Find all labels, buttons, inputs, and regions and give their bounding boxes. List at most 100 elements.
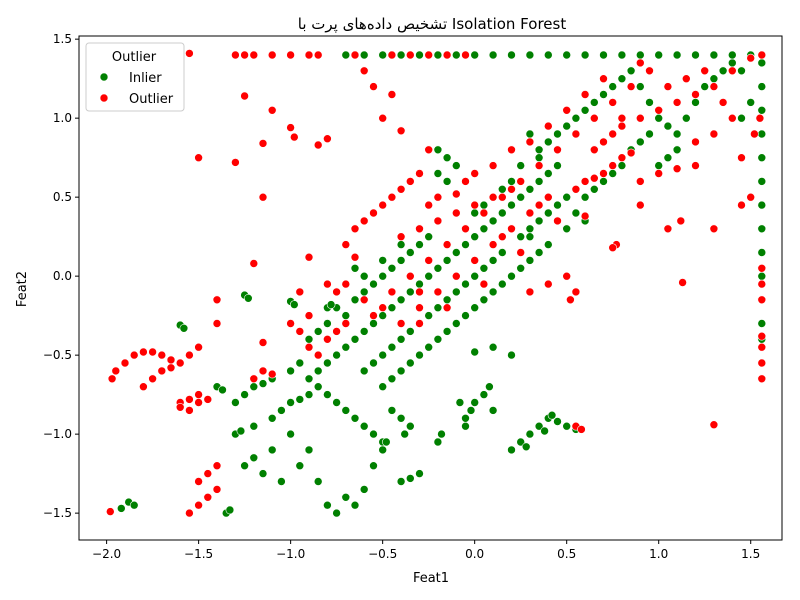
inlier-point xyxy=(562,121,572,131)
inlier-point xyxy=(424,271,434,281)
outlier-point xyxy=(424,50,434,60)
outlier-point xyxy=(718,98,728,107)
inlier-point xyxy=(617,50,627,60)
inlier-point xyxy=(437,429,446,439)
inlier-point xyxy=(387,303,397,313)
outlier-point xyxy=(709,224,719,234)
outlier-point xyxy=(231,50,240,60)
inlier-point xyxy=(332,350,341,360)
outlier-point xyxy=(543,121,553,131)
inlier-point xyxy=(286,366,295,376)
inlier-point xyxy=(396,477,406,486)
outlier-point xyxy=(249,259,259,268)
outlier-point xyxy=(378,200,388,210)
y-tick-label: 1.0 xyxy=(53,111,72,125)
outlier-point xyxy=(663,224,673,234)
outlier-point xyxy=(599,74,608,83)
inlier-point xyxy=(295,461,305,471)
inlier-point xyxy=(378,50,388,60)
inlier-point xyxy=(691,50,700,60)
outlier-point xyxy=(580,177,590,186)
inlier-point xyxy=(543,137,553,147)
inlier-point xyxy=(341,492,351,502)
inlier-point xyxy=(433,145,443,155)
inlier-point xyxy=(396,295,406,305)
inlier-point xyxy=(553,417,562,426)
inlier-point xyxy=(727,50,737,60)
inlier-point xyxy=(323,319,332,328)
inlier-point xyxy=(746,98,756,107)
outlier-point xyxy=(212,319,222,328)
outlier-point xyxy=(304,50,314,60)
outlier-point xyxy=(378,303,388,313)
outlier-point xyxy=(709,129,719,139)
inlier-point xyxy=(341,311,351,320)
outlier-point xyxy=(755,113,765,123)
outlier-point xyxy=(359,295,369,305)
outlier-point xyxy=(525,137,535,147)
inlier-point xyxy=(470,50,480,60)
inlier-point xyxy=(488,216,498,226)
inlier-point xyxy=(488,50,498,60)
outlier-point xyxy=(497,232,507,241)
outlier-point xyxy=(571,287,581,297)
inlier-point xyxy=(304,374,314,384)
inlier-point xyxy=(470,347,480,357)
outlier-point xyxy=(185,49,194,58)
outlier-point xyxy=(442,303,452,313)
outlier-point xyxy=(451,271,461,281)
outlier-point xyxy=(580,90,590,99)
outlier-point xyxy=(461,224,470,234)
outlier-point xyxy=(757,374,767,384)
outlier-point xyxy=(534,161,544,170)
inlier-point xyxy=(562,421,572,431)
outlier-point xyxy=(691,161,700,170)
inlier-point xyxy=(700,82,710,91)
inlier-point xyxy=(424,232,434,241)
inlier-point xyxy=(571,113,581,123)
inlier-point xyxy=(553,129,562,139)
outlier-point xyxy=(185,395,194,404)
inlier-point xyxy=(488,287,498,297)
outlier-point xyxy=(691,90,700,99)
inlier-point xyxy=(757,153,767,162)
inlier-point xyxy=(635,82,645,91)
outlier-point xyxy=(525,208,535,218)
outlier-point xyxy=(737,153,746,162)
inlier-point xyxy=(405,248,415,257)
legend-label-inlier: Inlier xyxy=(129,71,162,86)
inlier-point xyxy=(359,50,369,60)
outlier-point xyxy=(608,98,618,107)
outlier-point xyxy=(175,402,185,412)
outlier-point xyxy=(139,382,148,392)
outlier-point xyxy=(562,271,572,281)
inlier-point xyxy=(451,50,461,60)
inlier-point xyxy=(470,208,480,218)
outlier-point xyxy=(599,137,608,147)
y-tick-label: −1.0 xyxy=(43,427,72,441)
x-axis-ticks: −2.0 −1.5 −1.0 −0.5 0.0 0.5 1.0 1.5 xyxy=(92,540,760,561)
outlier-point xyxy=(396,126,406,136)
outlier-point xyxy=(203,469,213,478)
inlier-point xyxy=(525,256,535,265)
outlier-point xyxy=(433,216,443,226)
inlier-point xyxy=(415,50,424,60)
outlier-point xyxy=(608,129,618,139)
inlier-point xyxy=(534,145,544,155)
outlier-point xyxy=(757,295,767,305)
outlier-point xyxy=(645,66,654,76)
inlier-point xyxy=(580,106,590,115)
inlier-point xyxy=(461,421,470,431)
inlier-point xyxy=(387,342,397,352)
y-axis-label: Feat2 xyxy=(15,271,30,307)
outlier-point xyxy=(139,347,148,357)
outlier-point xyxy=(212,295,222,305)
inlier-point xyxy=(672,50,682,60)
outlier-point xyxy=(663,82,673,91)
inlier-point xyxy=(571,208,581,218)
inlier-point xyxy=(267,413,277,423)
inlier-point xyxy=(451,161,461,170)
inlier-point xyxy=(286,398,295,407)
outlier-point xyxy=(249,50,259,60)
